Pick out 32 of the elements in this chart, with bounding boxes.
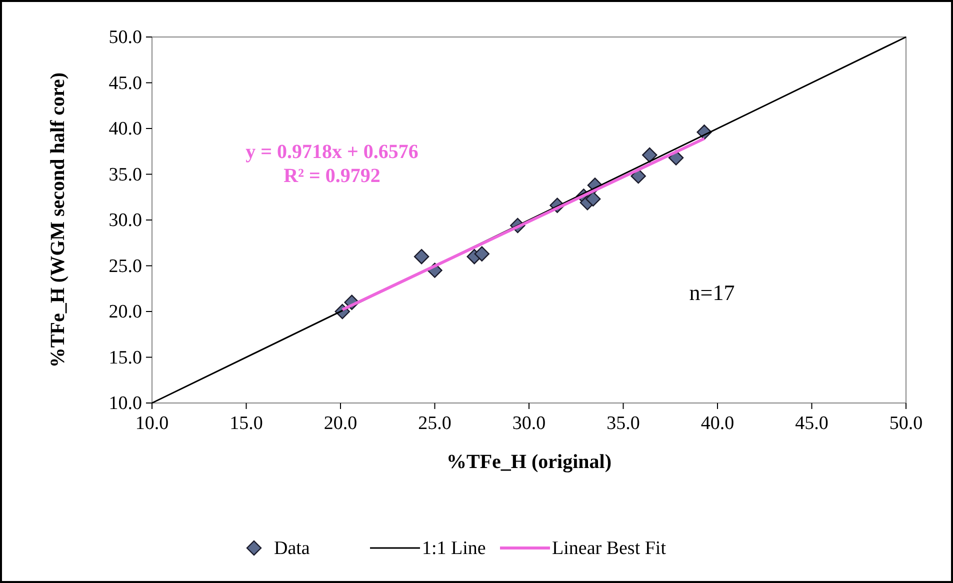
annotation: n=17 xyxy=(689,280,735,305)
y-tick-label: 40.0 xyxy=(108,118,142,140)
x-tick-label: 20.0 xyxy=(324,413,358,434)
legend-label: Linear Best Fit xyxy=(552,538,667,559)
x-tick-label: 40.0 xyxy=(700,413,734,434)
annotation: R² = 0.9792 xyxy=(284,165,380,187)
y-tick-label: 45.0 xyxy=(108,72,142,94)
x-axis-title: %TFe_H (original) xyxy=(446,451,612,473)
x-tick-label: 50.0 xyxy=(889,413,923,434)
x-tick-label: 10.0 xyxy=(135,413,169,434)
legend-label: Data xyxy=(274,538,310,559)
y-tick-label: 35.0 xyxy=(108,164,142,186)
y-tick-label: 50.0 xyxy=(108,27,142,48)
x-tick-label: 15.0 xyxy=(230,413,263,434)
y-tick-label: 10.0 xyxy=(108,393,142,414)
point xyxy=(585,191,601,207)
point xyxy=(474,246,490,262)
point xyxy=(668,150,684,166)
y-tick-label: 25.0 xyxy=(108,256,142,277)
y-tick-label: 15.0 xyxy=(108,347,142,368)
y-tick-label: 20.0 xyxy=(108,302,142,322)
point xyxy=(642,147,658,163)
x-tick-label: 35.0 xyxy=(606,413,640,434)
x-tick-label: 45.0 xyxy=(795,413,828,434)
point xyxy=(630,168,646,184)
legend-label: 1:1 Line xyxy=(422,538,486,559)
x-tick-label: 30.0 xyxy=(512,413,546,434)
point xyxy=(414,249,430,264)
y-tick-label: 30.0 xyxy=(108,210,142,231)
annotation: y = 0.9718x + 0.6576 xyxy=(246,141,418,163)
y-axis-title: %TFe_H (WGM second half core) xyxy=(47,72,69,368)
x-tick-label: 25.0 xyxy=(418,413,452,434)
